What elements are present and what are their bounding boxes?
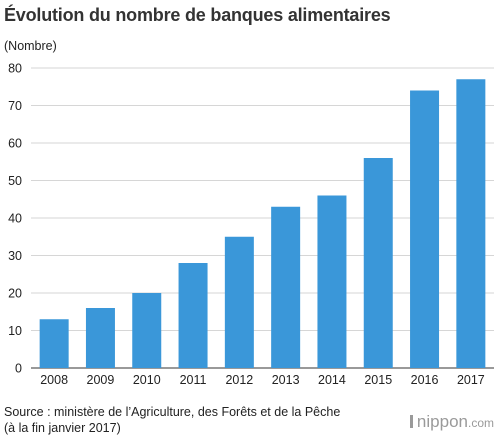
y-tick-label: 0	[15, 362, 22, 376]
x-axis-ticks: 2008 2009 2010 2011 2012 2013 2014 2015 2016 2017	[40, 373, 485, 387]
bar-2016	[410, 90, 440, 368]
x-tick-label: 2010	[133, 373, 161, 387]
x-tick-label: 2017	[457, 373, 485, 387]
source-line-2: (à la fin janvier 2017)	[4, 421, 121, 435]
chart-title: Évolution du nombre de banques alimentai…	[4, 5, 391, 25]
source-note: Source : ministère de l’Agriculture, des…	[4, 404, 354, 436]
y-tick-label: 40	[8, 212, 22, 226]
y-tick-label: 60	[8, 137, 22, 151]
y-tick-label: 80	[8, 62, 22, 76]
x-tick-label: 2016	[411, 373, 439, 387]
x-tick-label: 2013	[272, 373, 300, 387]
x-tick-label: 2011	[180, 373, 207, 387]
x-tick-label: 2015	[364, 373, 392, 387]
x-tick-label: 2008	[40, 373, 68, 387]
bar-2010	[132, 293, 162, 368]
bar-2015	[363, 158, 393, 368]
bar-2008	[39, 319, 69, 368]
y-axis-ticks: 0 10 20 30 40 50 60 70 80	[8, 62, 22, 376]
bar-2014	[317, 195, 347, 368]
y-tick-label: 50	[8, 174, 22, 188]
bar-2011	[178, 263, 208, 368]
x-tick-label: 2009	[87, 373, 115, 387]
brand-name: nippon	[416, 412, 468, 431]
x-tick-label: 2014	[318, 373, 346, 387]
bar-2012	[224, 236, 254, 368]
brand-bar-icon	[409, 415, 413, 428]
y-tick-label: 10	[8, 324, 22, 338]
bars	[39, 79, 486, 368]
y-tick-label: 20	[8, 287, 22, 301]
x-tick-label: 2012	[225, 373, 253, 387]
y-axis-unit-label: (Nombre)	[4, 39, 57, 53]
source-line-1: Source : ministère de l’Agriculture, des…	[4, 405, 341, 419]
bar-2009	[85, 308, 115, 368]
y-tick-label: 30	[8, 249, 22, 263]
bar-2017	[456, 79, 486, 368]
brand-tld: .com	[467, 416, 494, 430]
bar-2013	[271, 206, 301, 368]
brand-logo: nippon.com	[409, 412, 494, 432]
y-tick-label: 70	[8, 99, 22, 113]
